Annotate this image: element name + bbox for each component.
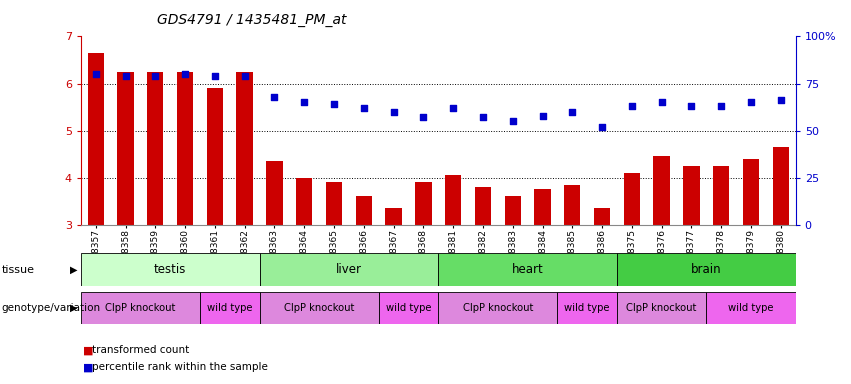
Bar bbox=[505, 197, 521, 225]
Bar bbox=[445, 175, 461, 225]
Point bbox=[327, 101, 340, 107]
Point bbox=[118, 73, 132, 79]
Bar bbox=[117, 72, 134, 225]
Text: ClpP knockout: ClpP knockout bbox=[463, 303, 533, 313]
Bar bbox=[237, 72, 253, 225]
Text: transformed count: transformed count bbox=[92, 345, 189, 355]
Bar bbox=[200, 292, 260, 324]
Bar bbox=[88, 53, 104, 225]
Point bbox=[714, 103, 728, 109]
Text: brain: brain bbox=[691, 263, 722, 276]
Point bbox=[416, 114, 430, 121]
Text: percentile rank within the sample: percentile rank within the sample bbox=[92, 362, 268, 372]
Bar bbox=[147, 72, 163, 225]
Bar bbox=[594, 208, 610, 225]
Bar bbox=[379, 292, 438, 324]
Bar bbox=[706, 292, 796, 324]
Bar bbox=[266, 161, 283, 225]
Bar bbox=[386, 208, 402, 225]
Point bbox=[148, 73, 162, 79]
Point bbox=[505, 118, 519, 124]
Point bbox=[535, 113, 549, 119]
Bar bbox=[260, 292, 379, 324]
Bar bbox=[356, 197, 372, 225]
Bar bbox=[177, 72, 193, 225]
Text: wild type: wild type bbox=[728, 303, 774, 313]
Text: wild type: wild type bbox=[386, 303, 431, 313]
Text: ClpP knockout: ClpP knockout bbox=[626, 303, 697, 313]
Text: wild type: wild type bbox=[564, 303, 610, 313]
Bar bbox=[260, 253, 438, 286]
Text: heart: heart bbox=[511, 263, 544, 276]
Point bbox=[208, 73, 221, 79]
Point bbox=[267, 94, 281, 100]
Bar bbox=[296, 178, 312, 225]
Text: testis: testis bbox=[154, 263, 186, 276]
Text: ▶: ▶ bbox=[70, 265, 77, 275]
Point bbox=[565, 109, 579, 115]
Bar bbox=[564, 185, 580, 225]
Bar bbox=[438, 292, 557, 324]
Point bbox=[357, 105, 370, 111]
Text: wild type: wild type bbox=[207, 303, 253, 313]
Text: ClpP knockout: ClpP knockout bbox=[106, 303, 175, 313]
Bar bbox=[438, 253, 617, 286]
Point bbox=[744, 99, 757, 106]
Text: ■: ■ bbox=[83, 345, 94, 355]
Point bbox=[297, 99, 311, 106]
Text: ClpP knockout: ClpP knockout bbox=[284, 303, 354, 313]
Bar bbox=[81, 292, 200, 324]
Bar bbox=[624, 173, 640, 225]
Bar bbox=[534, 189, 551, 225]
Bar bbox=[81, 253, 260, 286]
Point bbox=[446, 105, 460, 111]
Text: liver: liver bbox=[336, 263, 362, 276]
Point bbox=[89, 71, 102, 77]
Bar bbox=[654, 156, 670, 225]
Bar bbox=[617, 292, 706, 324]
Point bbox=[476, 114, 489, 121]
Point bbox=[654, 99, 668, 106]
Text: ■: ■ bbox=[83, 362, 94, 372]
Point bbox=[178, 71, 191, 77]
Point bbox=[595, 124, 608, 130]
Text: ▶: ▶ bbox=[70, 303, 77, 313]
Bar bbox=[207, 88, 223, 225]
Bar bbox=[683, 166, 700, 225]
Point bbox=[625, 103, 638, 109]
Point bbox=[386, 109, 400, 115]
Point bbox=[774, 98, 787, 104]
Bar bbox=[415, 182, 431, 225]
Text: tissue: tissue bbox=[2, 265, 35, 275]
Bar bbox=[617, 253, 796, 286]
Bar bbox=[743, 159, 759, 225]
Bar bbox=[713, 166, 729, 225]
Point bbox=[684, 103, 698, 109]
Bar bbox=[475, 187, 491, 225]
Text: GDS4791 / 1435481_PM_at: GDS4791 / 1435481_PM_at bbox=[157, 13, 347, 27]
Bar bbox=[773, 147, 789, 225]
Text: genotype/variation: genotype/variation bbox=[2, 303, 100, 313]
Bar bbox=[557, 292, 617, 324]
Point bbox=[237, 73, 252, 79]
Bar bbox=[326, 182, 342, 225]
